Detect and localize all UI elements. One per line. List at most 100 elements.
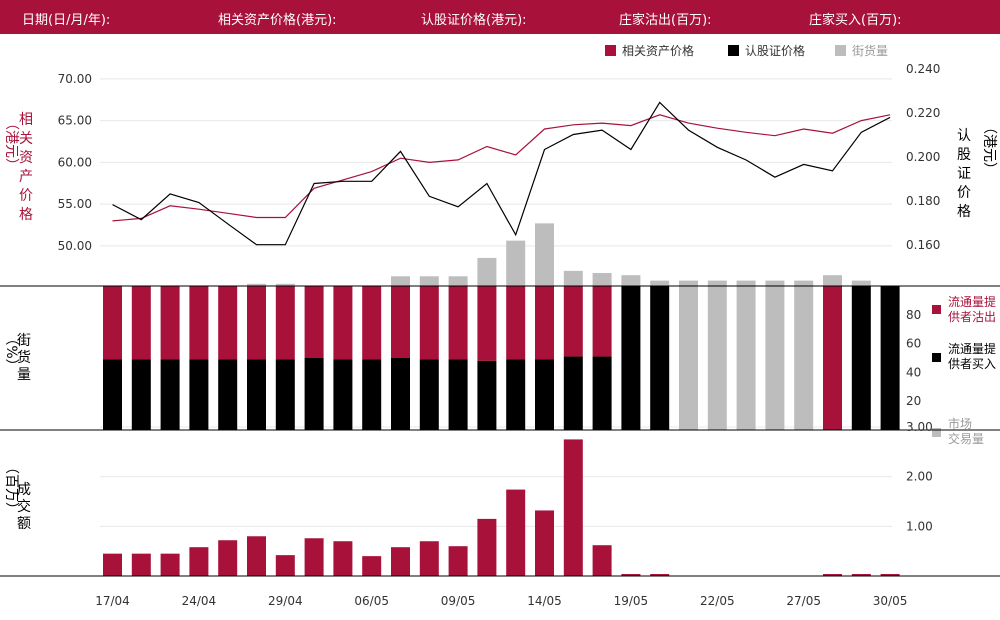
street-bar: [736, 280, 756, 286]
turnover-bar: [506, 489, 526, 576]
street-bar: [851, 280, 871, 286]
street-bar: [477, 257, 497, 286]
turnover-tick-label: 1.00: [906, 519, 933, 533]
left-tick-label: 65.00: [58, 114, 92, 128]
street-bar: [679, 280, 698, 286]
turnover-bar: [621, 574, 641, 576]
street-bar: [823, 275, 842, 286]
legend-underlying-swatch: [605, 45, 616, 56]
legend-buy-line1: 流通量提: [948, 341, 996, 356]
axis-titles: 相关资产价格 （港元） 认股证价格 （港元） 街货量 （%） 成交额 （百万）: [3, 112, 997, 532]
turnover-bar: [823, 574, 842, 576]
street-bar: [275, 283, 295, 286]
street-bar: [448, 276, 468, 286]
left-mid-axis-title: 街货量: [17, 333, 31, 383]
issuer-buy-bar: [391, 358, 410, 430]
turnover-bar: [275, 555, 295, 576]
street-bar: [563, 270, 583, 286]
left-tick-label: 60.00: [58, 155, 92, 169]
market-volume-bar: [707, 286, 727, 430]
street-tick-label: 20: [906, 394, 921, 408]
issuer-buy-bar: [103, 359, 122, 430]
street-tick-label: 60: [906, 337, 921, 351]
street-bar: [535, 223, 554, 286]
street-bar: [247, 283, 266, 286]
issuer-sell-bar: [160, 286, 180, 360]
right-tick-label: 0.180: [906, 194, 940, 208]
x-tick-label: 22/05: [700, 594, 735, 608]
turnover-tick-label: 3.00: [906, 420, 933, 434]
legend-underlying-label: 相关资产价格: [622, 43, 694, 58]
street-bar: [592, 273, 612, 286]
x-tick-label: 17/04: [95, 594, 130, 608]
price-lines: [112, 101, 891, 246]
street-bar: [506, 240, 526, 286]
issuer-buy-bar: [160, 359, 180, 430]
street-bar: [707, 280, 727, 286]
legend-street-label: 街货量: [852, 43, 888, 58]
issuer-sell-bar: [362, 286, 382, 360]
issuer-sell-bar: [563, 286, 583, 357]
legend-street-swatch: [835, 45, 846, 56]
market-volume-bar: [736, 286, 756, 430]
legend-market-line1: 市场: [948, 416, 972, 431]
left-top-axis-title: 相关资产价格: [19, 112, 33, 223]
issuer-buy-bar: [592, 356, 612, 430]
street-bar: [621, 275, 641, 286]
x-tick-label: 30/05: [873, 594, 908, 608]
x-tick-label: 19/05: [614, 594, 649, 608]
left-tick-label: 55.00: [58, 197, 92, 211]
warrant-price-line: [112, 101, 891, 246]
street-bar: [419, 276, 439, 286]
turnover-bar: [160, 553, 180, 576]
turnover-bar: [477, 518, 497, 576]
turnover-bar: [247, 536, 266, 576]
issuer-sell-label: 庄家沽出(百万):: [619, 13, 712, 28]
street-bar: [650, 280, 670, 286]
right-tick-label: 0.240: [906, 62, 940, 76]
turnover-bar: [592, 545, 612, 576]
issuer-sell-bar: [823, 286, 842, 430]
x-tick-label: 29/04: [268, 594, 303, 608]
street-bar: [391, 276, 410, 286]
issuer-sell-bar: [448, 286, 468, 360]
turnover-bar: [131, 553, 151, 576]
right-tick-label: 0.220: [906, 106, 940, 120]
legend-warrant-label: 认股证价格: [745, 43, 805, 58]
turnover-bar: [448, 546, 468, 576]
underlying-price-line: [112, 114, 891, 222]
left-tick-label: 50.00: [58, 239, 92, 253]
market-volume-bar: [765, 286, 785, 430]
underlying-price-label: 相关资产价格(港元):: [218, 13, 337, 28]
issuer-buy-bar: [362, 359, 382, 430]
warrant-price-label: 认股证价格(港元):: [421, 13, 527, 28]
turnover-bar: [362, 556, 382, 576]
turnover-bar: [304, 538, 324, 576]
tick-labels: 70.00 65.00 60.00 55.00 50.00 0.240 0.220 0.200…: [58, 62, 941, 608]
market-volume-bar: [679, 286, 698, 430]
issuer-sell-bar: [535, 286, 554, 360]
issuer-sell-bar: [391, 286, 410, 358]
turnover-bar: [391, 547, 410, 576]
issuer-buy-bar: [563, 356, 583, 430]
issuer-buy-label: 庄家买入(百万):: [809, 13, 902, 28]
issuer-sell-bar: [275, 286, 295, 360]
street-bar: [765, 280, 785, 286]
left-bottom-axis-title: 成交额: [17, 482, 31, 532]
top-legend: 相关资产价格 认股证价格 街货量: [605, 43, 888, 58]
street-tick-label: 80: [906, 308, 921, 322]
street-tick-label: 40: [906, 365, 921, 379]
issuer-sell-bar: [131, 286, 151, 360]
legend-market-swatch: [932, 428, 941, 437]
issuer-buy-bar: [880, 286, 900, 430]
turnover-tick-label: 2.00: [906, 470, 933, 484]
issuer-buy-bar: [247, 359, 266, 430]
issuer-buy-bar: [650, 286, 670, 430]
issuer-buy-bar: [218, 359, 238, 430]
turnover-bar: [218, 540, 238, 576]
info-header-bar: 日期(日/月/年): 相关资产价格(港元): 认股证价格(港元): 庄家沽出(百…: [0, 0, 1000, 34]
issuer-buy-bar: [419, 359, 439, 430]
x-tick-label: 24/04: [182, 594, 217, 608]
issuer-sell-bar: [304, 286, 324, 358]
right-tick-label: 0.200: [906, 150, 940, 164]
